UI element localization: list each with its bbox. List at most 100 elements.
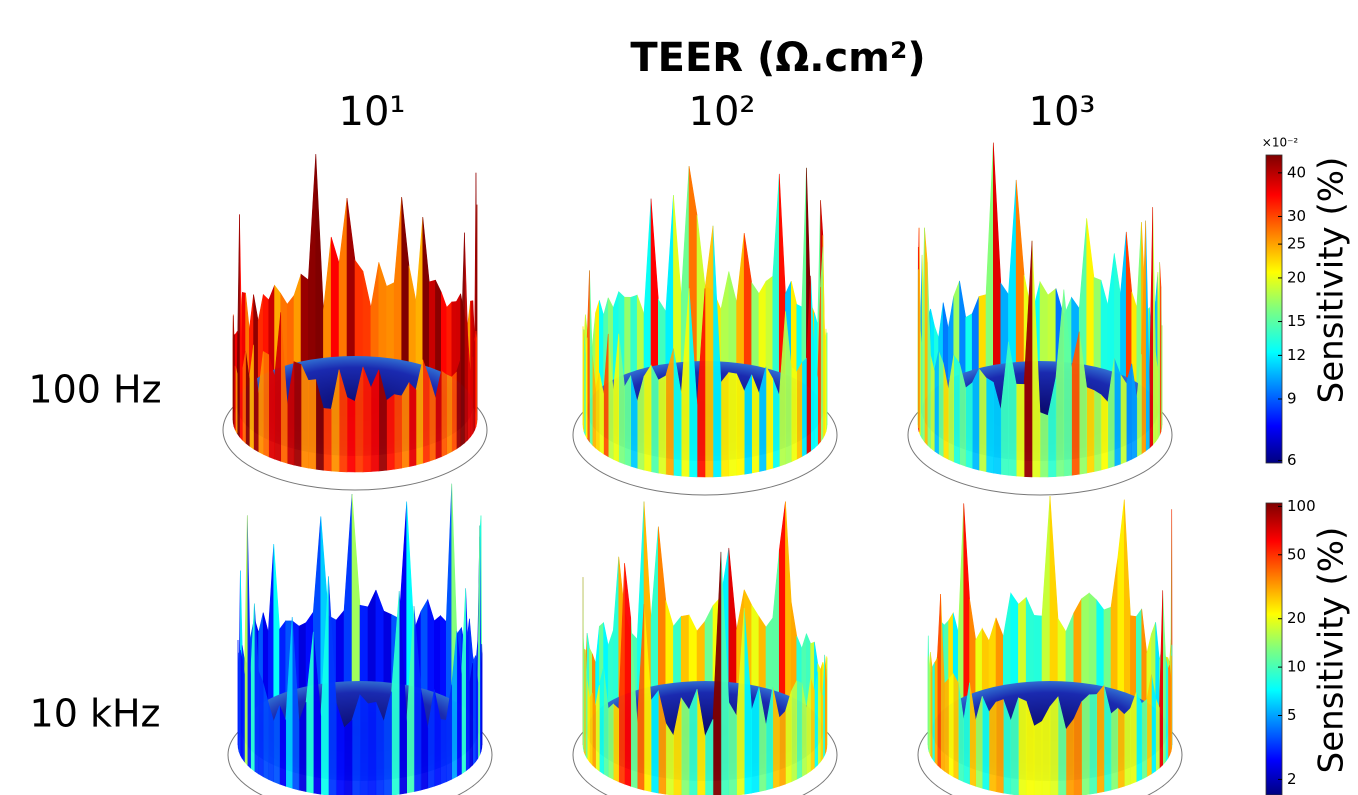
front-wall: [409, 383, 416, 467]
front-wall: [766, 367, 773, 470]
column-label: 10¹: [339, 89, 406, 135]
front-wall: [1094, 390, 1101, 471]
front-wall: [949, 674, 954, 777]
colorbar-multiplier: ×10⁻²: [1262, 136, 1299, 150]
back-wall: [1018, 597, 1026, 694]
back-wall: [1040, 282, 1048, 373]
back-wall: [416, 217, 423, 377]
back-wall: [1120, 232, 1126, 388]
front-wall: [966, 383, 972, 468]
front-wall: [1066, 719, 1074, 795]
front-wall: [1111, 708, 1118, 790]
front-wall: [802, 358, 807, 456]
front-wall: [1040, 413, 1048, 477]
back-wall: [1124, 500, 1130, 706]
back-wall: [368, 590, 376, 693]
front-wall: [797, 681, 802, 780]
front-wall: [954, 355, 960, 464]
front-wall: [592, 693, 595, 768]
front-wall: [402, 383, 409, 468]
front-wall: [797, 363, 802, 459]
colorbar-tick-label: 50: [1287, 545, 1306, 563]
front-wall: [705, 226, 713, 477]
figure-title: TEER (Ω.cm²): [630, 35, 925, 81]
front-wall: [387, 395, 395, 471]
front-wall: [1089, 694, 1096, 794]
front-wall: [1124, 708, 1130, 786]
colorbar-tick-label: 20: [1287, 268, 1306, 286]
front-wall: [247, 515, 250, 768]
front-wall: [1156, 699, 1160, 771]
front-wall: [1042, 707, 1050, 795]
back-wall: [1104, 607, 1111, 700]
back-wall: [428, 600, 434, 704]
back-wall: [323, 237, 331, 370]
back-wall: [644, 199, 651, 380]
back-wall: [1042, 496, 1050, 693]
front-wall: [1034, 721, 1042, 795]
back-wall: [429, 280, 435, 381]
front-wall: [347, 397, 355, 472]
front-wall: [924, 228, 927, 445]
back-wall: [339, 198, 347, 368]
back-wall: [394, 197, 401, 372]
back-wall: [737, 233, 745, 376]
row-label: 100 Hz: [28, 368, 161, 412]
back-wall: [347, 198, 355, 368]
front-wall: [441, 371, 446, 457]
front-wall: [244, 515, 247, 765]
back-wall: [1097, 600, 1104, 698]
back-wall: [421, 600, 428, 702]
front-wall: [972, 369, 979, 470]
front-wall: [461, 588, 465, 773]
front-wall: [1097, 686, 1104, 794]
colorbar-tick-label: 2: [1287, 770, 1297, 788]
surface-panel: [573, 501, 837, 795]
back-wall: [331, 237, 339, 369]
colorbar-tick-label: 100: [1287, 497, 1316, 515]
front-wall: [328, 576, 336, 795]
front-wall: [729, 373, 737, 476]
back-wall: [666, 600, 674, 695]
front-wall: [464, 233, 467, 443]
front-wall: [729, 703, 737, 795]
front-wall: [456, 359, 460, 449]
back-wall: [336, 611, 344, 694]
surface-panel: [228, 484, 492, 795]
front-wall: [625, 563, 631, 786]
back-wall: [363, 271, 371, 368]
front-wall: [953, 674, 958, 779]
back-wall: [752, 605, 759, 698]
front-wall: [1136, 692, 1141, 781]
surface-panel: [223, 154, 487, 490]
front-wall: [301, 364, 308, 468]
front-wall: [1120, 375, 1126, 465]
back-wall: [409, 266, 416, 375]
front-wall: [613, 704, 618, 782]
front-wall: [461, 233, 465, 446]
back-wall: [402, 197, 409, 373]
back-wall: [958, 503, 963, 710]
colorbar: [1266, 155, 1282, 463]
back-wall: [376, 590, 384, 694]
front-wall: [811, 678, 815, 771]
figure: TEER (Ω.cm²) 10¹ 10² 10³ 100 Hz 10 kHz 4…: [0, 0, 1358, 795]
back-wall: [423, 217, 429, 379]
front-wall: [371, 370, 379, 472]
front-wall: [721, 373, 729, 477]
back-wall: [773, 550, 779, 703]
surface-panel: [918, 496, 1182, 795]
back-wall: [1003, 593, 1010, 697]
front-wall: [1166, 657, 1168, 762]
back-wall: [964, 503, 970, 708]
front-wall: [1082, 695, 1090, 795]
back-wall: [744, 233, 751, 377]
colorbar-tick-label: 12: [1287, 346, 1306, 364]
front-wall: [447, 375, 452, 454]
back-wall: [1101, 280, 1108, 382]
front-wall: [1130, 692, 1136, 784]
back-wall: [1050, 496, 1058, 693]
surface-plots: [223, 143, 1182, 795]
front-wall: [452, 372, 457, 451]
front-wall: [1050, 697, 1058, 795]
